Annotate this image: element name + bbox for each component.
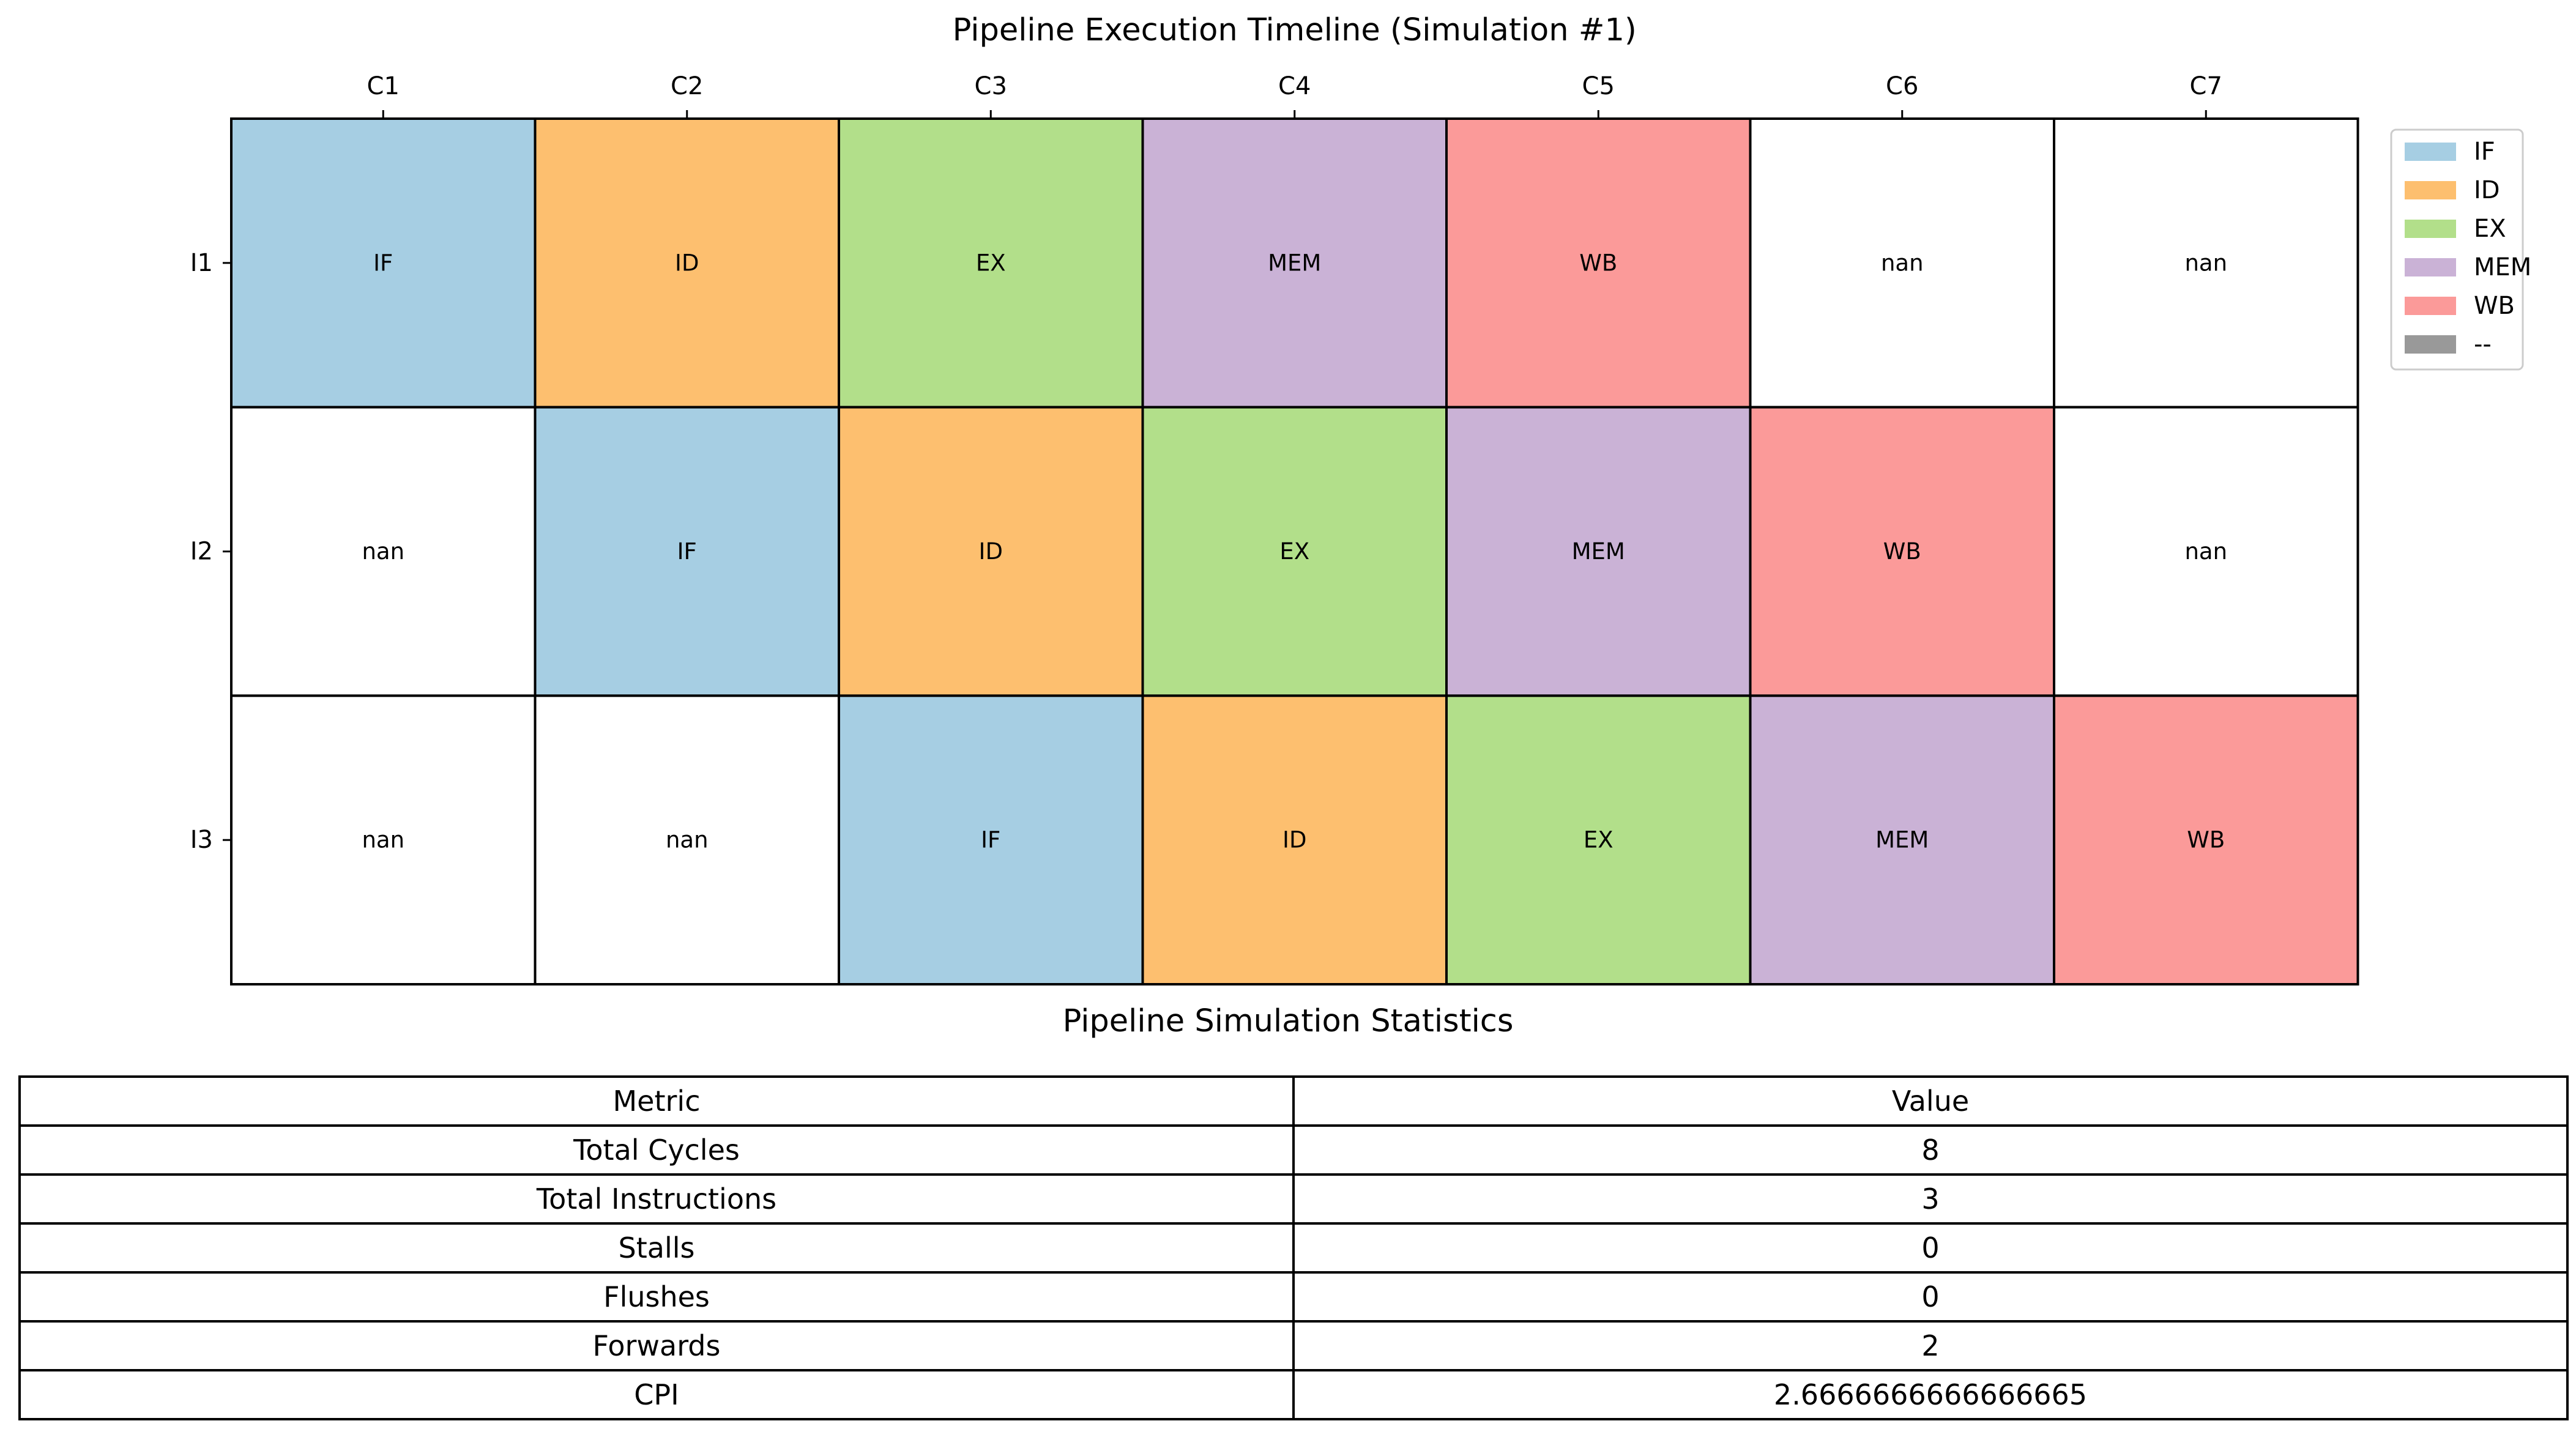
stats-row: Total Cycles 8 <box>18 1124 2569 1176</box>
pipeline-cell <box>534 117 840 409</box>
cell-label: nan <box>2184 538 2227 565</box>
column-tick-label: C2 <box>671 72 703 100</box>
cell-label: MEM <box>1875 827 1929 853</box>
pipeline-cell <box>1445 406 1752 697</box>
stats-header-metric: Metric <box>18 1075 1295 1127</box>
stats-title: Pipeline Simulation Statistics <box>1062 1003 1514 1039</box>
cell-label: IF <box>981 827 1000 853</box>
column-tick-label: C6 <box>1886 72 1918 100</box>
pipeline-timeline-chart: Pipeline Execution Timeline (Simulation … <box>190 12 2531 986</box>
cell-label: EX <box>1584 827 1614 853</box>
cell-label: EX <box>976 250 1006 276</box>
legend-label: WB <box>2474 292 2515 320</box>
cell-label: IF <box>677 538 697 565</box>
cell-label: nan <box>2184 250 2227 276</box>
pipeline-cell <box>1749 117 2055 409</box>
row-tick-label: I2 <box>190 538 213 566</box>
legend-swatch <box>2405 258 2456 276</box>
stats-table: Metric Value Total Cycles 8 Total Instru… <box>18 1075 2569 1420</box>
stats-metric-cell: Flushes <box>18 1271 1295 1323</box>
stats-value-cell: 3 <box>1292 1173 2569 1225</box>
pipeline-cell <box>1141 694 1448 986</box>
pipeline-cell <box>838 694 1144 986</box>
cell-label: ID <box>979 538 1003 565</box>
cell-label: WB <box>1883 538 1921 565</box>
pipeline-cell <box>2053 694 2359 986</box>
column-tick-label: C5 <box>1582 72 1615 100</box>
chart-title: Pipeline Execution Timeline (Simulation … <box>953 12 1637 48</box>
cell-label: ID <box>675 250 699 276</box>
pipeline-cell <box>230 406 537 697</box>
cell-label: MEM <box>1268 250 1321 276</box>
legend-label: ID <box>2474 176 2500 204</box>
stats-value-cell: 2.6666666666666665 <box>1292 1369 2569 1420</box>
pipeline-cell <box>1445 694 1752 986</box>
legend-label: IF <box>2474 138 2495 166</box>
pipeline-cell <box>230 117 537 409</box>
stats-value-cell: 0 <box>1292 1222 2569 1274</box>
stats-metric-cell: Forwards <box>18 1320 1295 1371</box>
pipeline-cell <box>2053 406 2359 697</box>
legend-label: -- <box>2474 330 2492 358</box>
cell-label: nan <box>666 827 709 853</box>
pipeline-cell <box>838 406 1144 697</box>
pipeline-cell <box>1749 406 2055 697</box>
cell-label: MEM <box>1572 538 1625 565</box>
stats-header-row: Metric Value <box>18 1075 2569 1127</box>
cell-label: nan <box>362 538 404 565</box>
cell-label: nan <box>1881 250 1924 276</box>
column-tick-label: C1 <box>367 72 400 100</box>
stats-row: Total Instructions 3 <box>18 1173 2569 1225</box>
stats-value-cell: 8 <box>1292 1124 2569 1176</box>
pipeline-cell <box>1749 694 2055 986</box>
stats-value-cell: 0 <box>1292 1271 2569 1323</box>
row-tick-label: I3 <box>190 826 213 854</box>
pipeline-cell <box>1141 117 1448 409</box>
legend-swatch <box>2405 335 2456 354</box>
pipeline-cell <box>1445 117 1752 409</box>
pipeline-cell <box>534 694 840 986</box>
legend-label: EX <box>2474 215 2506 243</box>
legend-swatch <box>2405 220 2456 238</box>
stats-header-value: Value <box>1292 1075 2569 1127</box>
legend-box <box>2390 128 2524 371</box>
cell-label: ID <box>1282 827 1306 853</box>
stats-row: Forwards 2 <box>18 1320 2569 1371</box>
legend-swatch <box>2405 297 2456 315</box>
stats-metric-cell: Total Cycles <box>18 1124 1295 1176</box>
cell-label: WB <box>1579 250 1617 276</box>
row-tick-label: I1 <box>190 249 213 277</box>
column-tick-label: C3 <box>975 72 1007 100</box>
stats-metric-cell: Stalls <box>18 1222 1295 1274</box>
cell-label: WB <box>2187 827 2225 853</box>
column-tick-label: C4 <box>1278 72 1311 100</box>
stats-metric-cell: Total Instructions <box>18 1173 1295 1225</box>
legend-swatch <box>2405 143 2456 161</box>
stats-metric-cell: CPI <box>18 1369 1295 1420</box>
cell-label: IF <box>373 250 393 276</box>
stats-row: Stalls 0 <box>18 1222 2569 1274</box>
stats-value-cell: 2 <box>1292 1320 2569 1371</box>
cell-label: EX <box>1279 538 1309 565</box>
column-tick-label: C7 <box>2190 72 2222 100</box>
legend-label: MEM <box>2474 253 2531 281</box>
pipeline-cell <box>230 694 537 986</box>
stats-row: Flushes 0 <box>18 1271 2569 1323</box>
stats-row: CPI 2.6666666666666665 <box>18 1369 2569 1420</box>
cell-label: nan <box>362 827 404 853</box>
legend-swatch <box>2405 181 2456 199</box>
